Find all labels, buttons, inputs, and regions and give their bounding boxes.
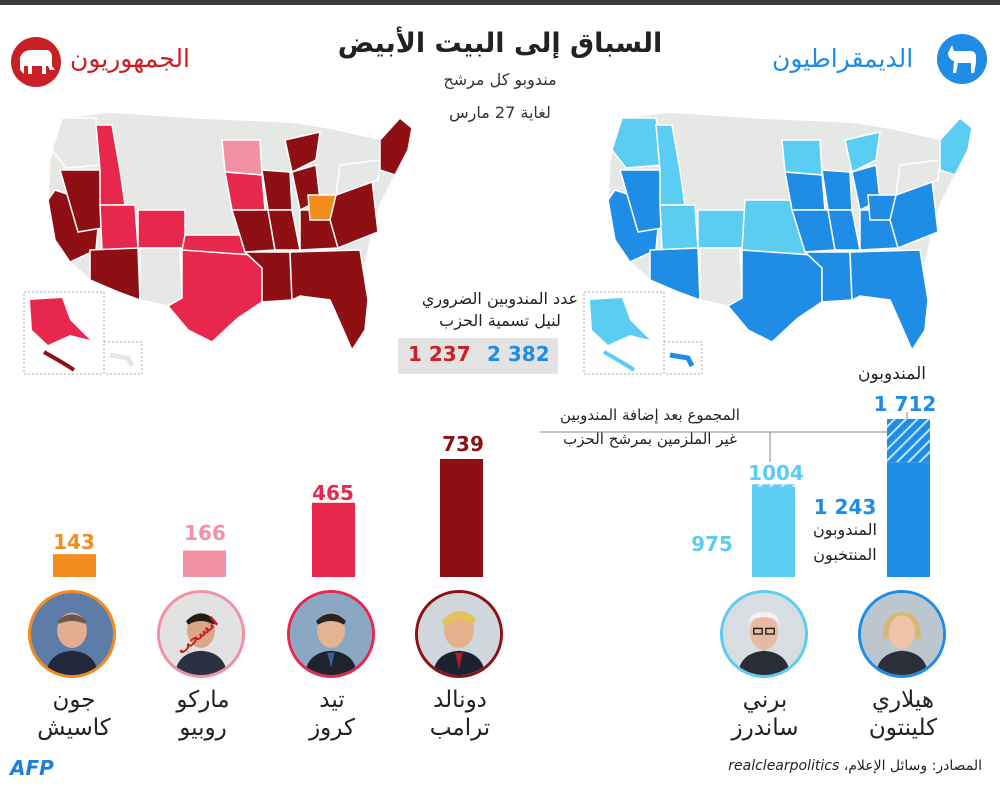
clinton-name: هيلاري كلينتون bbox=[843, 686, 963, 742]
elephant-icon bbox=[10, 36, 62, 88]
delegates-label: المندوبون bbox=[858, 364, 926, 384]
rubio-bar bbox=[183, 550, 226, 577]
source-note: المصادر: وسائل الإعلام، realclearpolitic… bbox=[728, 758, 982, 774]
sanders-photo bbox=[720, 590, 808, 678]
sanders-elected: 975 bbox=[691, 532, 733, 556]
total-note-line1: المجموع بعد إضافة المندوبين bbox=[560, 406, 740, 424]
rubio-value: 166 bbox=[184, 521, 226, 545]
sanders-elected-bar bbox=[752, 487, 795, 577]
cruz-first-name: تيد bbox=[319, 687, 345, 713]
rubio-first-name: ماركو bbox=[176, 687, 230, 713]
top-rule bbox=[0, 0, 1000, 5]
required-dem-value: 2 382 bbox=[487, 342, 550, 366]
required-rep-value: 1 237 bbox=[408, 342, 471, 366]
donkey-icon bbox=[936, 33, 988, 85]
sanders-total: 1004 bbox=[748, 461, 804, 485]
subtitle-line2: لغاية 27 مارس bbox=[449, 103, 551, 122]
clinton-total: 1 712 bbox=[873, 392, 937, 416]
required-title: عدد المندوبين الضروري لنيل تسمية الحزب bbox=[375, 288, 625, 332]
clinton-elected-bar bbox=[887, 462, 930, 577]
required-title-line1: عدد المندوبين الضروري bbox=[421, 289, 579, 308]
cruz-last-name: كروز bbox=[309, 715, 355, 741]
source-site: realclearpolitics bbox=[728, 758, 840, 774]
sanders-unpledged-bar bbox=[752, 484, 795, 488]
kasich-bar bbox=[53, 554, 96, 577]
required-title-line2: لنيل تسمية الحزب bbox=[439, 311, 561, 330]
clinton-unpledged-bar bbox=[887, 419, 930, 463]
cruz-name: تيد كروز bbox=[272, 686, 392, 742]
cruz-value: 465 bbox=[312, 481, 354, 505]
kasich-name: جون كاسيش bbox=[14, 686, 134, 742]
trump-photo bbox=[415, 590, 503, 678]
trump-name: دونالد ترامب bbox=[400, 686, 520, 742]
kasich-first-name: جون bbox=[52, 687, 96, 713]
sanders-name: برني ساندرز bbox=[705, 686, 825, 742]
total-note-line2: غير الملزمين بمرشح الحزب bbox=[563, 430, 737, 448]
rubio-last-name: روبيو bbox=[179, 715, 227, 741]
source-label: المصادر: وسائل الإعلام، bbox=[843, 758, 982, 774]
kasich-photo bbox=[28, 590, 116, 678]
kasich-last-name: كاسيش bbox=[37, 715, 111, 741]
trump-value: 739 bbox=[442, 432, 484, 456]
cruz-photo bbox=[287, 590, 375, 678]
subtitle-line1: مندوبو كل مرشح bbox=[443, 70, 557, 89]
sanders-first-name: برني bbox=[742, 687, 788, 713]
afp-logo: AFP bbox=[10, 756, 54, 780]
clinton-first-name: هيلاري bbox=[872, 687, 934, 713]
clinton-last-name: كلينتون bbox=[868, 715, 938, 741]
trump-last-name: ترامب bbox=[429, 715, 491, 741]
republicans-label: الجمهوريون bbox=[70, 44, 190, 73]
kasich-value: 143 bbox=[53, 530, 95, 554]
trump-bar bbox=[440, 459, 483, 577]
page-title: السباق إلى البيت الأبيض bbox=[337, 28, 663, 59]
clinton-photo bbox=[858, 590, 946, 678]
sanders-last-name: ساندرز bbox=[731, 715, 799, 741]
trump-first-name: دونالد bbox=[433, 687, 487, 713]
republican-map bbox=[23, 111, 413, 375]
required-box bbox=[398, 338, 558, 374]
cruz-bar bbox=[312, 502, 355, 577]
democratic-map bbox=[583, 111, 973, 375]
elected-line2: المنتخبون bbox=[813, 545, 877, 564]
rubio-photo bbox=[157, 590, 245, 678]
elected-line1: المندوبون bbox=[813, 520, 877, 539]
rubio-name: ماركو روبيو bbox=[143, 686, 263, 742]
clinton-elected: 1 243 bbox=[813, 495, 877, 519]
democrats-label: الديمقراطيون bbox=[772, 44, 914, 73]
